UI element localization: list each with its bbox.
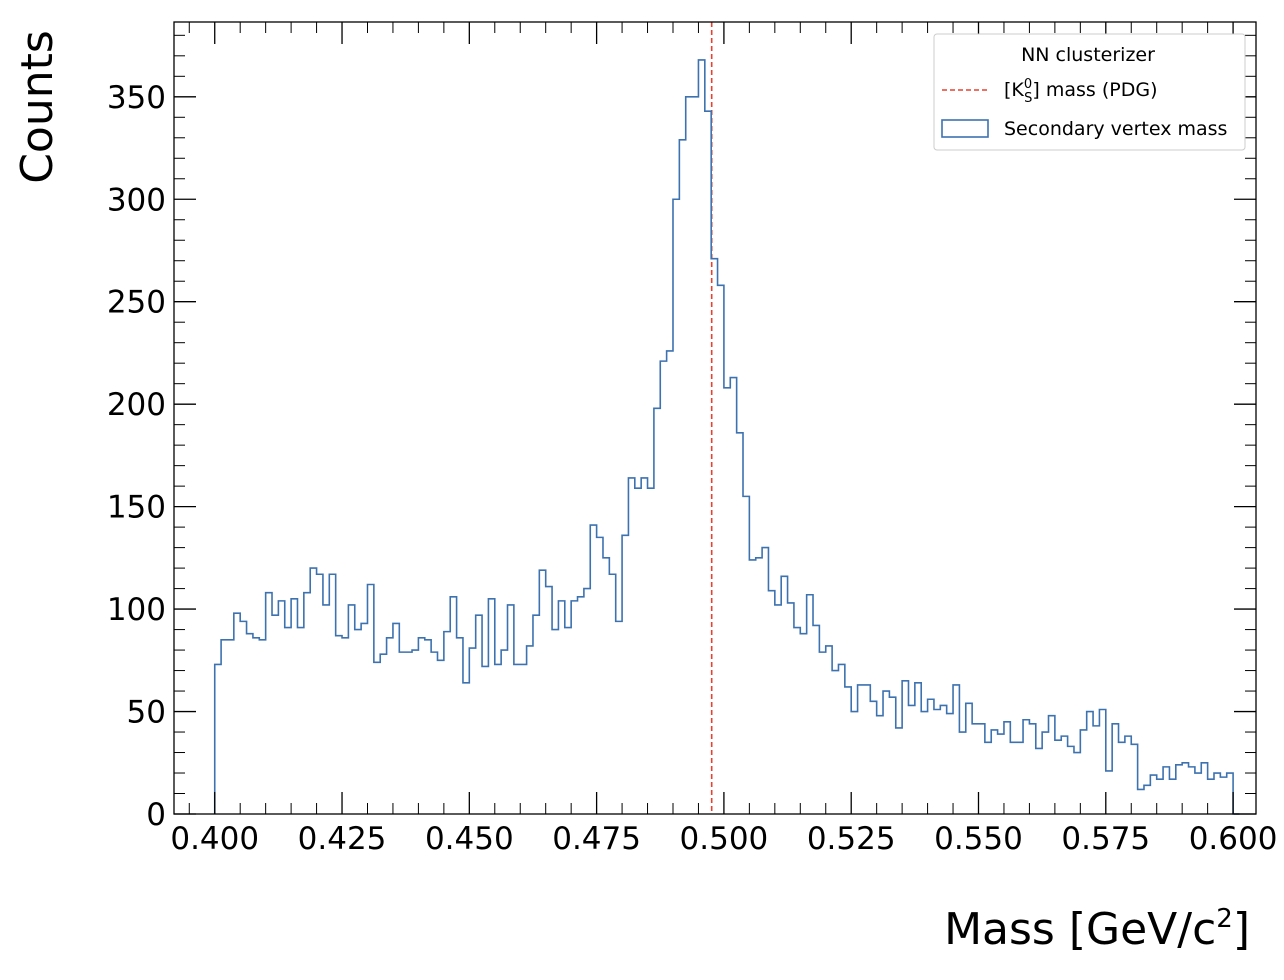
x-tick-label: 0.450 [425, 821, 514, 857]
y-tick-label: 300 [107, 182, 166, 218]
histogram-series-line [213, 59, 1240, 815]
legend-entry-hist-label: Secondary vertex mass [1004, 118, 1227, 140]
x-tick-label: 0.425 [298, 821, 387, 857]
x-tick-label: 0.575 [1061, 821, 1150, 857]
legend-entry-pdg-label: [K0 S] mass (PDG) [1004, 77, 1158, 106]
x-axis-label-close: ] [1233, 904, 1250, 955]
axes: 0.400 0.425 0.450 0.475 0.500 0.525 0.550 0.575… [107, 21, 1278, 857]
y-tick-label: 350 [107, 80, 166, 116]
y-tick-label: 150 [107, 490, 166, 526]
x-tick-label: 0.600 [1189, 821, 1278, 857]
y-tick-label: 200 [107, 387, 166, 423]
y-tick-label: 100 [107, 592, 166, 628]
x-tick-label: 0.400 [170, 821, 259, 857]
plot-frame [173, 21, 1257, 815]
legend-title: NN clusterizer [1021, 44, 1155, 66]
y-tick-label: 250 [107, 285, 166, 321]
legend-entry-hist-swatch [941, 119, 989, 138]
x-axis-label: Mass [GeV/c2] [944, 904, 1250, 955]
plot-area [213, 22, 1240, 815]
x-axis-label-main: Mass [GeV/c [944, 904, 1216, 955]
legend: NN clusterizer [K0 S] mass (PDG) Secondary … [933, 33, 1246, 151]
legend-label-prefix: [K [1004, 79, 1024, 101]
y-tick-label: 0 [146, 797, 166, 833]
legend-label-sub: S [1024, 91, 1032, 106]
x-tick-label: 0.550 [934, 821, 1023, 857]
x-tick-label: 0.525 [807, 821, 896, 857]
legend-box [933, 33, 1246, 151]
x-axis-label-sup: 2 [1216, 904, 1233, 934]
legend-label-sup: 0 [1024, 77, 1032, 92]
y-axis-label: Counts [12, 30, 63, 184]
y-tick-label: 50 [127, 695, 166, 731]
x-tick-label: 0.500 [680, 821, 769, 857]
legend-label-suffix: ] mass (PDG) [1032, 79, 1157, 101]
x-tick-label: 0.475 [552, 821, 641, 857]
